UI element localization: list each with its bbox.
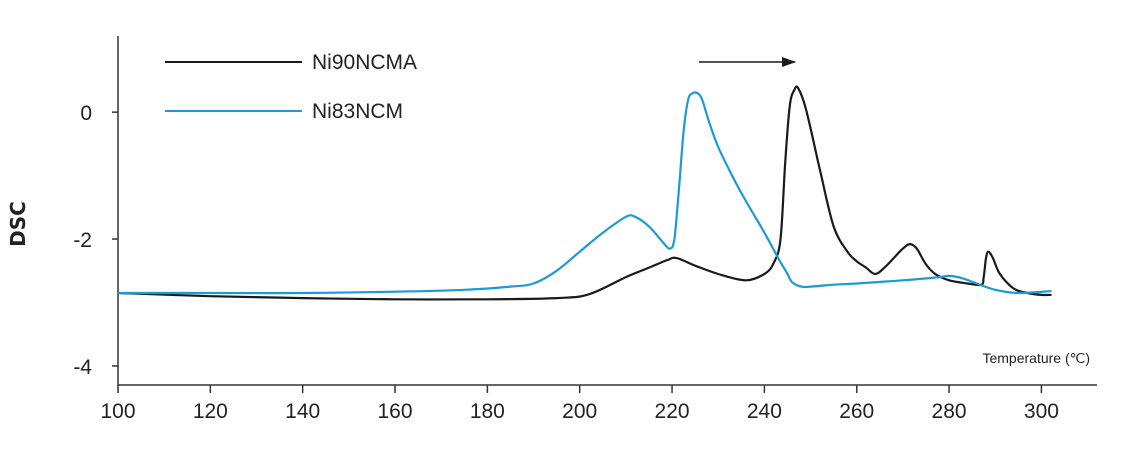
legend-label-ni83ncm: Ni83NCM xyxy=(312,100,403,123)
y-tick-label: -4 xyxy=(73,356,92,379)
x-tick-label: 300 xyxy=(1024,400,1059,423)
x-tick-label: 280 xyxy=(932,400,967,423)
x-tick-label: 100 xyxy=(100,400,135,423)
x-tick-label: 240 xyxy=(747,400,782,423)
series-line-ni90ncma xyxy=(116,85,1052,301)
series-line-ni83ncm xyxy=(116,91,1052,295)
x-ticks: 100 120 140 160 180 200 220 240 260 280 300 xyxy=(100,385,1059,423)
x-tick-label: 180 xyxy=(470,400,505,423)
series-group xyxy=(116,85,1052,301)
x-tick-label: 220 xyxy=(655,400,690,423)
y-tick-label: 0 xyxy=(80,102,92,125)
y-tick-label: -2 xyxy=(73,229,92,252)
x-tick-label: 260 xyxy=(839,400,874,423)
y-axis-title: DSC xyxy=(6,201,30,247)
legend-label-ni90ncma: Ni90NCMA xyxy=(312,51,417,74)
x-tick-label: 200 xyxy=(562,400,597,423)
x-tick-label: 160 xyxy=(378,400,413,423)
y-ticks: 0 -2 -4 xyxy=(73,102,118,379)
x-axis-title: Temperature (℃) xyxy=(982,350,1090,366)
legend: Ni90NCMA Ni83NCM xyxy=(165,51,417,123)
x-tick-label: 120 xyxy=(193,400,228,423)
x-tick-label: 140 xyxy=(285,400,320,423)
